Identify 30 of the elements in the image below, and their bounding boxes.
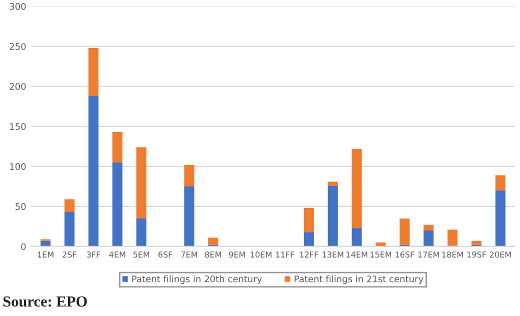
- y-tick-label: 250: [10, 43, 26, 50]
- x-tick-label: 8EM: [205, 251, 221, 258]
- x-tick-label: 11FF: [276, 252, 294, 258]
- source-note: Source: EPO: [3, 296, 87, 307]
- x-tick-label: 4EM: [109, 252, 126, 258]
- x-tick-label: 14EM: [346, 252, 368, 258]
- y-tick-label: 200: [10, 83, 26, 90]
- x-tick-label: 18EM: [442, 251, 463, 258]
- x-tick-label: 3FF: [86, 251, 100, 258]
- y-tick-label: 50: [16, 203, 26, 210]
- x-tick-label: 6SF: [158, 251, 172, 258]
- x-tick-label: 13EM: [322, 251, 344, 258]
- x-tick-label: 20EM: [490, 251, 511, 258]
- y-tick-label: 100: [10, 163, 26, 170]
- legend-label: Patent filings in 20th century: [132, 275, 262, 284]
- x-tick-label: 17EM: [418, 252, 439, 258]
- x-tick-label: 7EM: [181, 252, 198, 258]
- x-tick-label: 5EM: [133, 252, 150, 258]
- x-tick-label: 1EM: [38, 252, 54, 258]
- legend-label: Patent filings in 21st century: [294, 275, 424, 284]
- x-tick-label: 9EM: [229, 251, 245, 258]
- y-tick-label: 150: [10, 123, 26, 130]
- x-tick-label: 2SF: [62, 251, 76, 258]
- x-tick-label: 10EM: [250, 251, 272, 258]
- x-tick-label: 19SF: [467, 251, 486, 258]
- y-tick-label: 0: [21, 243, 26, 250]
- y-tick-label: 300: [10, 3, 26, 10]
- x-tick-label: 12FF: [300, 251, 318, 258]
- x-tick-label: 16SF: [396, 251, 414, 258]
- x-tick-label: 15EM: [370, 252, 392, 258]
